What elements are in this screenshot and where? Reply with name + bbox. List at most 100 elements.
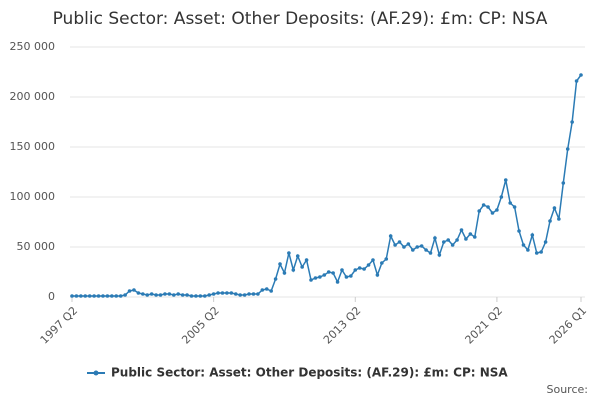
chart-title: Public Sector: Asset: Other Deposits: (A… — [53, 9, 548, 29]
point — [295, 254, 300, 258]
point — [225, 291, 229, 295]
point — [459, 228, 464, 232]
point — [548, 219, 552, 223]
y-tick-label: 50 000 — [17, 240, 56, 253]
point — [393, 243, 397, 247]
point — [176, 292, 181, 296]
point — [565, 147, 570, 151]
point — [495, 208, 499, 212]
point — [331, 271, 335, 275]
point — [424, 248, 428, 252]
point — [534, 251, 539, 255]
point — [322, 273, 327, 277]
x-tick-label: 2013 Q2 — [321, 304, 364, 347]
point — [380, 261, 384, 265]
point — [526, 248, 530, 252]
x-tick-label: 1997 Q2 — [38, 304, 81, 347]
point — [242, 293, 247, 297]
x-tick-label: 2026 Q1 — [547, 304, 590, 347]
point — [96, 294, 101, 298]
point — [282, 271, 287, 275]
point — [87, 294, 92, 298]
point — [464, 237, 468, 241]
point — [233, 292, 238, 296]
point — [154, 293, 158, 297]
point — [353, 268, 358, 272]
point — [349, 274, 353, 278]
point — [411, 248, 415, 252]
legend-marker — [93, 370, 99, 376]
point — [260, 288, 265, 292]
point — [574, 79, 579, 83]
point — [202, 294, 207, 298]
point — [163, 292, 167, 296]
point — [300, 265, 304, 269]
point — [278, 262, 282, 266]
point — [561, 181, 566, 185]
point — [180, 293, 185, 297]
point — [517, 229, 521, 233]
point — [371, 258, 375, 262]
point — [490, 211, 495, 215]
y-tick-label: 0 — [48, 290, 55, 303]
point — [189, 294, 194, 298]
point — [238, 293, 242, 297]
point — [539, 250, 543, 254]
point — [499, 195, 504, 199]
point — [105, 294, 110, 298]
y-tick-label: 150 000 — [10, 140, 56, 153]
point — [101, 294, 105, 298]
point — [136, 291, 141, 295]
point — [149, 292, 154, 296]
point — [256, 292, 260, 296]
point — [521, 243, 526, 247]
point — [291, 268, 296, 272]
point — [326, 270, 331, 274]
point — [428, 251, 433, 255]
point — [468, 232, 473, 236]
point — [366, 263, 371, 267]
point — [508, 201, 512, 205]
point — [375, 273, 380, 277]
point — [472, 235, 477, 239]
point — [446, 238, 451, 242]
point — [406, 242, 411, 246]
point — [304, 258, 309, 262]
point — [362, 267, 366, 271]
point — [123, 293, 127, 297]
point — [557, 217, 561, 221]
point — [579, 73, 583, 77]
point — [114, 294, 119, 298]
point — [486, 205, 490, 209]
point — [216, 291, 220, 295]
point — [335, 280, 340, 284]
point — [132, 288, 136, 292]
point — [552, 206, 557, 210]
point — [273, 277, 278, 281]
point — [167, 292, 172, 296]
point — [141, 292, 145, 296]
point — [477, 209, 482, 213]
point — [570, 120, 574, 124]
point — [437, 253, 442, 257]
x-tick-label: 2021 Q2 — [463, 304, 506, 347]
point — [481, 203, 486, 207]
point — [211, 292, 216, 296]
point — [388, 234, 393, 238]
point — [503, 178, 508, 182]
point — [530, 233, 535, 237]
point — [397, 240, 402, 244]
legend-label: Public Sector: Asset: Other Deposits: (A… — [111, 366, 508, 380]
point — [419, 244, 424, 248]
point — [264, 287, 269, 291]
point — [207, 293, 212, 297]
point — [269, 289, 273, 293]
point — [357, 266, 362, 270]
y-tick-label: 200 000 — [10, 90, 56, 103]
point — [402, 245, 406, 249]
point — [433, 236, 437, 240]
y-tick-label: 250 000 — [10, 40, 56, 53]
point — [344, 275, 349, 279]
y-tick-label: 100 000 — [10, 190, 56, 203]
